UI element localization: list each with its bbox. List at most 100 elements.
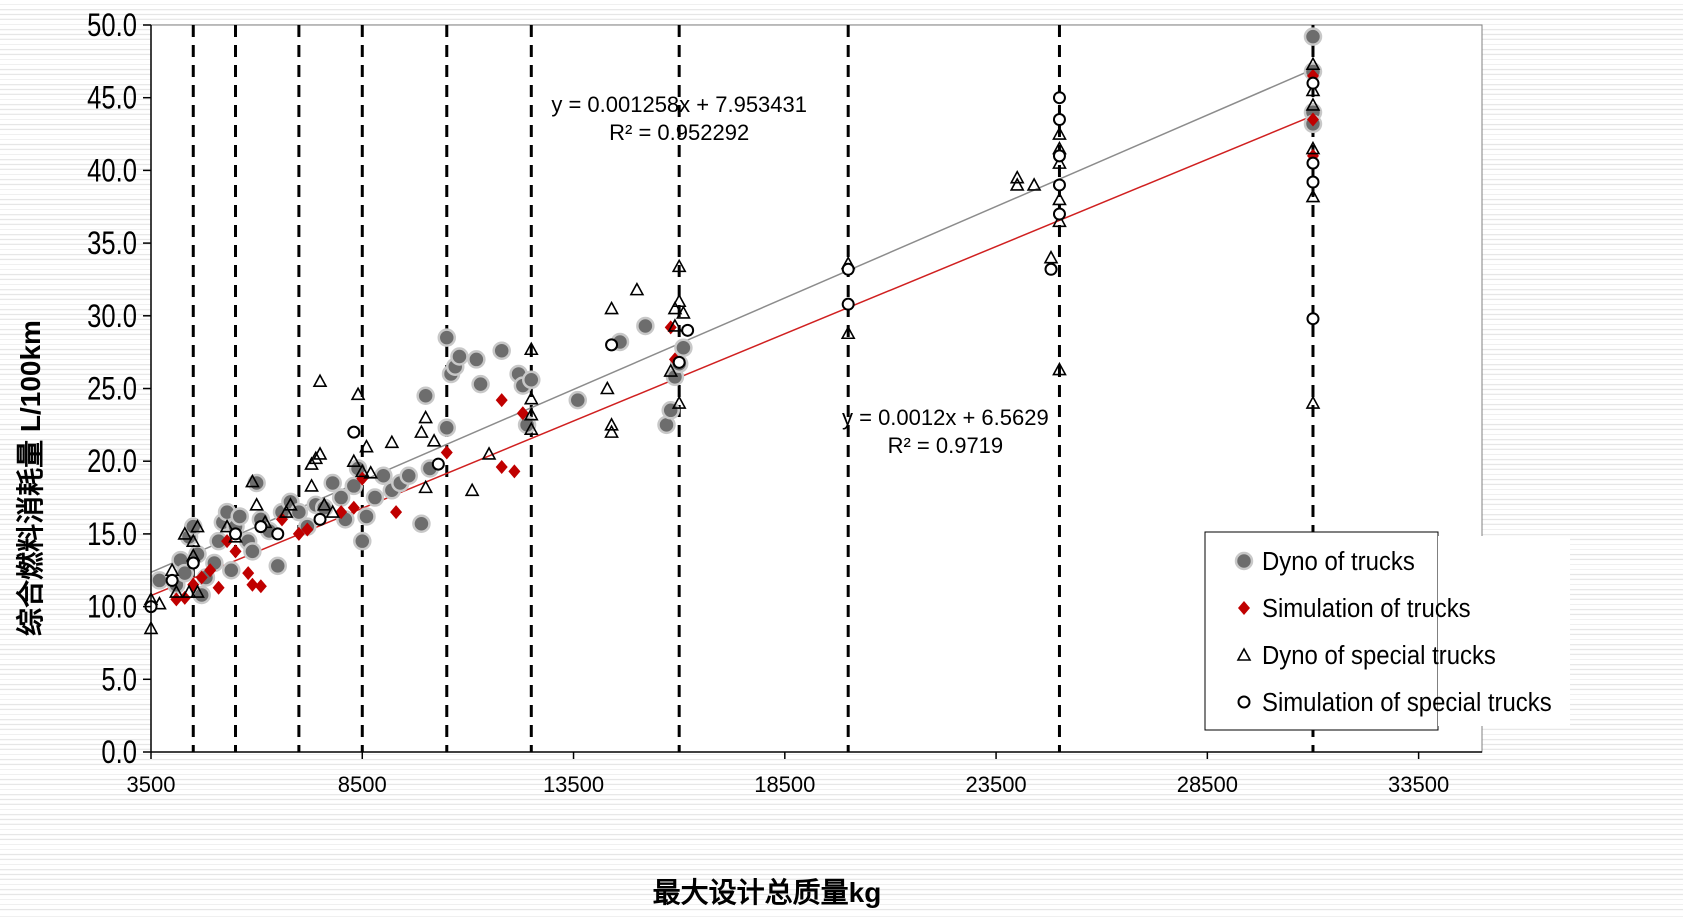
legend-label: Simulation of trucks (1262, 594, 1471, 623)
data-point (523, 421, 539, 436)
data-point (243, 542, 262, 561)
data-point (222, 561, 241, 580)
data-point (312, 446, 328, 460)
data-point (1052, 91, 1066, 105)
data-point (204, 563, 217, 578)
legend-marker (1234, 551, 1254, 571)
data-point (418, 409, 433, 424)
data-point (1306, 76, 1320, 90)
data-point (1306, 175, 1320, 189)
data-point (399, 466, 418, 485)
data-point (412, 514, 431, 533)
data-point (181, 584, 197, 598)
data-point (278, 504, 294, 518)
trendline-equation: y = 0.001258x + 7.953431 (551, 92, 807, 117)
data-point (354, 463, 370, 478)
data-point (212, 580, 225, 595)
data-point (169, 584, 184, 598)
data-point (1306, 156, 1320, 170)
data-point (1043, 249, 1059, 264)
data-point (313, 512, 327, 526)
y-tick-label: 45.0 (87, 81, 137, 116)
data-point (242, 566, 255, 581)
data-point (246, 577, 259, 592)
data-point (437, 328, 457, 347)
data-point (1052, 213, 1067, 228)
data-point (1052, 149, 1066, 163)
data-point (464, 482, 480, 497)
data-point (841, 262, 855, 276)
y-tick-label: 35.0 (87, 226, 137, 261)
data-point (1306, 112, 1319, 127)
data-point (390, 505, 403, 520)
x-tick-label: 28500 (1177, 772, 1238, 797)
data-point (604, 424, 619, 438)
data-point (316, 497, 332, 511)
data-point (221, 534, 234, 549)
legend-label: Simulation of special trucks (1262, 688, 1552, 717)
data-point (178, 590, 191, 605)
data-point (346, 453, 362, 468)
data-point (1052, 113, 1066, 127)
legend-marker (1236, 647, 1252, 661)
data-point (363, 465, 379, 479)
data-point (357, 507, 376, 526)
data-point (661, 401, 680, 420)
data-point (437, 418, 457, 438)
data-point (249, 497, 264, 511)
data-point (177, 526, 193, 540)
data-point (1305, 395, 1321, 409)
data-point (1305, 56, 1321, 71)
data-point (667, 318, 683, 332)
data-point (516, 406, 529, 421)
data-point (190, 518, 205, 533)
data-point (481, 446, 497, 460)
x-tick-label: 18500 (754, 772, 815, 797)
data-point (636, 316, 655, 336)
data-point (350, 386, 366, 401)
data-point (440, 445, 453, 460)
data-point (672, 355, 686, 369)
data-point (604, 417, 619, 431)
y-tick-label: 0.0 (101, 735, 137, 770)
x-tick-label: 8500 (338, 772, 387, 797)
y-axis-title-unit: L/100km (15, 320, 46, 432)
data-point (304, 478, 319, 492)
data-point (170, 592, 183, 607)
data-point (301, 522, 314, 537)
data-point (467, 350, 486, 369)
data-point (365, 488, 385, 507)
data-point (471, 374, 490, 394)
data-point (219, 518, 235, 533)
data-point (414, 424, 429, 438)
data-point (508, 464, 521, 479)
data-point (230, 507, 249, 526)
data-point (1303, 27, 1323, 46)
data-point (1009, 169, 1025, 184)
data-point (344, 476, 364, 496)
data-point (418, 479, 433, 494)
data-point (681, 323, 695, 337)
legend-label: Dyno of trucks (1262, 547, 1415, 576)
data-point (165, 573, 179, 587)
data-point (841, 297, 855, 311)
data-point (384, 434, 400, 449)
data-point (347, 500, 360, 515)
data-point (229, 527, 243, 541)
data-point (331, 488, 351, 507)
data-point (523, 341, 539, 356)
data-point (308, 450, 324, 465)
data-point (292, 526, 305, 541)
data-point (254, 579, 267, 594)
legend-marker (1237, 695, 1251, 709)
y-axis-title: 综合燃料消耗量 L/100km (14, 320, 46, 636)
data-point (523, 391, 539, 405)
data-point (663, 363, 679, 377)
data-point (229, 544, 242, 559)
data-point (325, 504, 341, 518)
data-point (426, 433, 442, 447)
data-point (374, 466, 393, 485)
data-point (271, 527, 285, 541)
trendline-r2: R² = 0.9719 (888, 433, 1004, 458)
data-point (1306, 312, 1320, 326)
